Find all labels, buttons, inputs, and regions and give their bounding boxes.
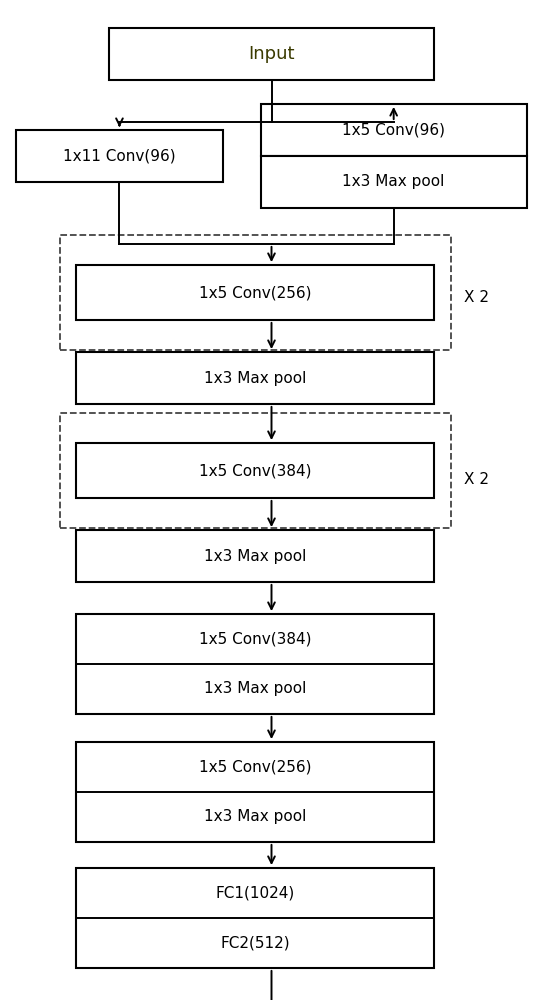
Text: 1x3 Max pool: 1x3 Max pool	[204, 548, 306, 564]
Text: X 2: X 2	[464, 290, 489, 304]
Text: FC1(1024): FC1(1024)	[216, 886, 295, 900]
Text: 1x3 Max pool: 1x3 Max pool	[343, 174, 445, 189]
Text: 1x5 Conv(384): 1x5 Conv(384)	[199, 632, 312, 646]
Bar	[60, 413, 451, 528]
Bar	[76, 614, 434, 714]
Text: 1x5 Conv(384): 1x5 Conv(384)	[199, 463, 312, 478]
Text: 1x3 Max pool: 1x3 Max pool	[204, 370, 306, 385]
Text: 1x5 Conv(256): 1x5 Conv(256)	[199, 285, 312, 300]
Bar	[261, 156, 527, 208]
Bar	[261, 104, 527, 156]
Text: X 2: X 2	[464, 472, 489, 487]
Text: 1x3 Max pool: 1x3 Max pool	[204, 810, 306, 824]
Text: 1x5 Conv(96): 1x5 Conv(96)	[342, 122, 445, 137]
Bar	[76, 868, 434, 968]
Bar	[76, 742, 434, 842]
Bar	[16, 130, 223, 182]
Text: 1x3 Max pool: 1x3 Max pool	[204, 682, 306, 696]
Bar	[76, 265, 434, 320]
Text: FC2(512): FC2(512)	[220, 936, 290, 950]
Bar	[60, 235, 451, 350]
Bar	[109, 28, 434, 80]
Bar	[76, 443, 434, 498]
Bar	[76, 352, 434, 404]
Bar	[76, 530, 434, 582]
Text: 1x11 Conv(96): 1x11 Conv(96)	[63, 148, 176, 163]
Text: 1x5 Conv(256): 1x5 Conv(256)	[199, 760, 312, 774]
Text: Input: Input	[248, 45, 295, 63]
